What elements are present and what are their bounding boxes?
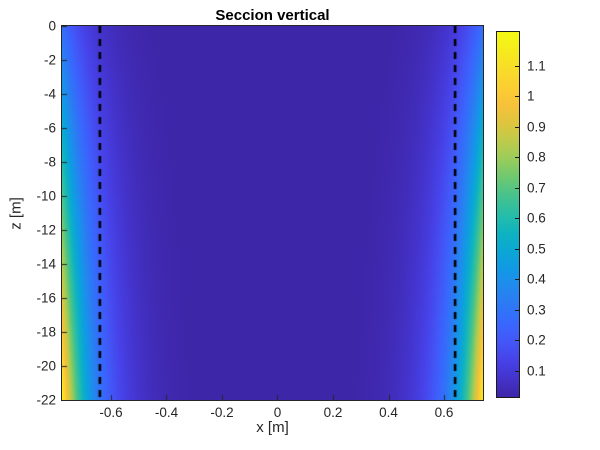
colorbar-tick [515,279,520,281]
x-tick-label: 0.4 [379,405,398,420]
colorbar-tick [515,96,520,98]
heatmap-canvas [62,26,483,400]
z-tick-label: -22 [36,392,56,408]
z-tick-label: -14 [36,256,56,272]
z-tick-label: -20 [36,358,56,374]
colorbar-tick-label: 1.1 [527,58,546,74]
x-tick-label: -0.2 [210,405,234,420]
colorbar-tick-label: 0.6 [527,210,546,226]
colorbar-tick [515,248,520,250]
colorbar-tick [515,340,520,342]
colorbar-tick [515,218,520,220]
colorbar-tick [515,157,520,159]
colorbar-tick [515,66,520,68]
colorbar [496,31,520,398]
colorbar-tick-label: 0.8 [527,149,546,165]
x-axis-label: x [m] [256,419,289,436]
x-tick-label: 0 [273,405,282,420]
z-tick-label: -4 [43,86,56,102]
colorbar-tick-label: 0.9 [527,119,546,135]
colorbar-tick [515,126,520,128]
colorbar-tick-label: 0.3 [527,302,546,318]
colorbar-tick-label: 0.1 [527,363,546,379]
x-tick-label: 0.6 [434,405,454,420]
colorbar-tick [515,187,520,189]
z-tick-label: -6 [43,120,56,136]
colorbar-tick-label: 0.2 [527,332,546,348]
z-tick-label: -10 [36,188,56,204]
x-tick-label: -0.6 [99,405,123,420]
colorbar-tick-label: 0.5 [527,241,546,257]
plot-title: Seccion vertical [215,7,330,24]
z-tick-label: -12 [36,222,56,238]
x-tick-label: -0.4 [154,405,179,420]
colorbar-tick [515,309,520,311]
x-tick-label: 0.2 [323,405,343,420]
heatmap-plot-area [61,25,484,401]
colorbar-tick [515,370,520,372]
z-tick-label: -18 [36,324,56,340]
colorbar-tick-label: 0.7 [527,180,546,196]
colorbar-tick-label: 0.4 [527,271,546,287]
z-tick-label: -2 [43,52,56,68]
colorbar-tick-label: 1 [527,88,535,104]
z-tick-label: 0 [48,18,56,34]
z-tick-label: -16 [36,290,56,306]
z-tick-label: -8 [43,154,56,170]
